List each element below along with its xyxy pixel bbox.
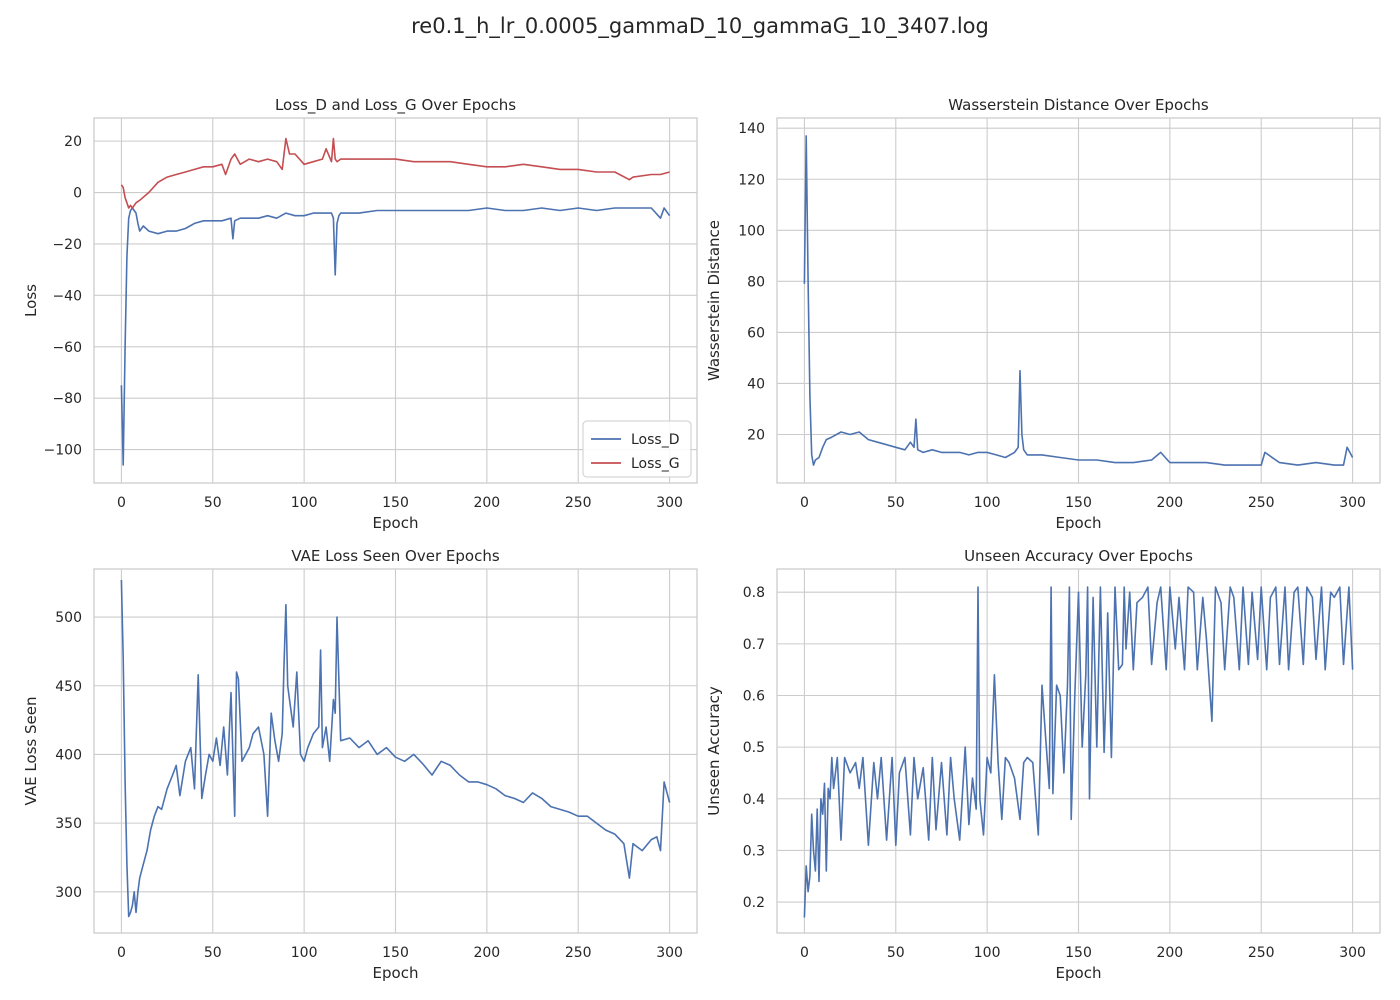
x-tick-label: 200 xyxy=(473,945,500,961)
y-axis-label: Unseen Accuracy xyxy=(705,686,723,816)
x-tick-label: 100 xyxy=(291,495,318,511)
plot-frame xyxy=(776,568,1381,934)
x-tick-label: 300 xyxy=(656,495,683,511)
y-tick-label: 400 xyxy=(55,747,82,763)
y-tick-label: 20 xyxy=(747,428,765,444)
chart-title: Loss_D and Loss_G Over Epochs xyxy=(275,96,516,115)
y-tick-label: 350 xyxy=(55,816,82,832)
y-tick-label: 140 xyxy=(738,121,765,137)
series-line-0 xyxy=(803,586,1354,918)
chart-wasserstein: 0 50 100 150 200 250 300 20 40 60 80 100 120 140 Wasse… xyxy=(705,96,1381,532)
x-tick-label: 50 xyxy=(887,945,905,961)
x-tick-label: 150 xyxy=(382,945,409,961)
y-tick-label: −20 xyxy=(52,237,82,253)
y-tick-label: 500 xyxy=(55,610,82,626)
y-tick-label: 0.3 xyxy=(743,843,765,859)
x-tick-label: 250 xyxy=(565,495,592,511)
y-axis-label: Loss xyxy=(22,284,40,317)
x-tick-label: 50 xyxy=(887,495,905,511)
x-tick-label: 50 xyxy=(204,495,222,511)
x-tick-label: 250 xyxy=(1248,495,1275,511)
x-tick-label: 50 xyxy=(204,945,222,961)
chart-loss: 0 50 100 150 200 250 300 −100 −80 −60 −40 −20 0 20 Los… xyxy=(22,96,698,532)
y-tick-label: 450 xyxy=(55,679,82,695)
x-axis-label: Epoch xyxy=(1056,964,1102,982)
x-tick-label: 150 xyxy=(382,495,409,511)
y-tick-label: 0.6 xyxy=(743,688,765,704)
x-tick-label: 100 xyxy=(291,945,318,961)
y-axis-label: Wasserstein Distance xyxy=(705,220,723,381)
chart-unseen-accuracy: 0 50 100 150 200 250 300 0.2 0.3 0.4 0.5 0.6 0.7 0.8 U… xyxy=(705,547,1381,982)
y-axis-label: VAE Loss Seen xyxy=(22,697,40,806)
y-tick-label: 0.7 xyxy=(743,637,765,653)
y-tick-label: 0 xyxy=(73,186,82,202)
legend-label: Loss_D xyxy=(631,432,680,448)
plot-frame xyxy=(776,117,1381,484)
chart-title: VAE Loss Seen Over Epochs xyxy=(291,547,500,565)
y-tick-label: −100 xyxy=(44,443,82,459)
x-tick-label: 300 xyxy=(1339,945,1366,961)
x-tick-label: 150 xyxy=(1065,495,1092,511)
legend: Loss_D Loss_G xyxy=(582,420,692,478)
y-tick-label: 100 xyxy=(738,223,765,239)
legend-label: Loss_G xyxy=(631,456,680,472)
x-tick-label: 0 xyxy=(117,945,126,961)
x-tick-label: 150 xyxy=(1065,945,1092,961)
plot-frame xyxy=(93,568,698,934)
series-line-0 xyxy=(803,135,1354,466)
y-tick-label: 120 xyxy=(738,172,765,188)
x-axis-label: Epoch xyxy=(1056,514,1102,532)
series-line-0 xyxy=(120,579,671,918)
y-tick-label: 40 xyxy=(747,376,765,392)
x-tick-label: 200 xyxy=(1156,945,1183,961)
y-tick-label: 0.4 xyxy=(743,792,765,808)
x-axis-label: Epoch xyxy=(373,964,419,982)
y-tick-label: 0.2 xyxy=(743,895,765,911)
x-tick-label: 250 xyxy=(1248,945,1275,961)
y-tick-label: 60 xyxy=(747,325,765,341)
x-tick-label: 100 xyxy=(974,495,1001,511)
series-line-loss-g xyxy=(120,137,670,209)
y-tick-label: −60 xyxy=(52,340,82,356)
x-axis-label: Epoch xyxy=(373,514,419,532)
x-tick-label: 0 xyxy=(800,945,809,961)
x-tick-label: 300 xyxy=(1339,495,1366,511)
y-tick-label: 0.5 xyxy=(743,740,765,756)
chart-title: Wasserstein Distance Over Epochs xyxy=(948,96,1209,114)
y-tick-label: 20 xyxy=(64,134,82,150)
chart-title: Unseen Accuracy Over Epochs xyxy=(964,547,1193,565)
x-tick-label: 200 xyxy=(1156,495,1183,511)
y-tick-label: −40 xyxy=(52,288,82,304)
y-tick-label: −80 xyxy=(52,391,82,407)
x-tick-label: 0 xyxy=(117,495,126,511)
x-tick-label: 100 xyxy=(974,945,1001,961)
x-tick-label: 250 xyxy=(565,945,592,961)
figure-title: re0.1_h_lr_0.0005_gammaD_10_gammaG_10_34… xyxy=(411,14,989,38)
plot-frame xyxy=(93,117,698,484)
x-tick-label: 0 xyxy=(800,495,809,511)
y-tick-label: 80 xyxy=(747,274,765,290)
y-tick-label: 0.8 xyxy=(743,585,765,601)
x-tick-label: 300 xyxy=(656,945,683,961)
series-line-loss-d xyxy=(120,207,671,466)
y-tick-label: 300 xyxy=(55,885,82,901)
x-tick-label: 200 xyxy=(473,495,500,511)
chart-vae-loss: 0 50 100 150 200 250 300 300 350 400 450 500 VAE Los… xyxy=(22,547,698,982)
